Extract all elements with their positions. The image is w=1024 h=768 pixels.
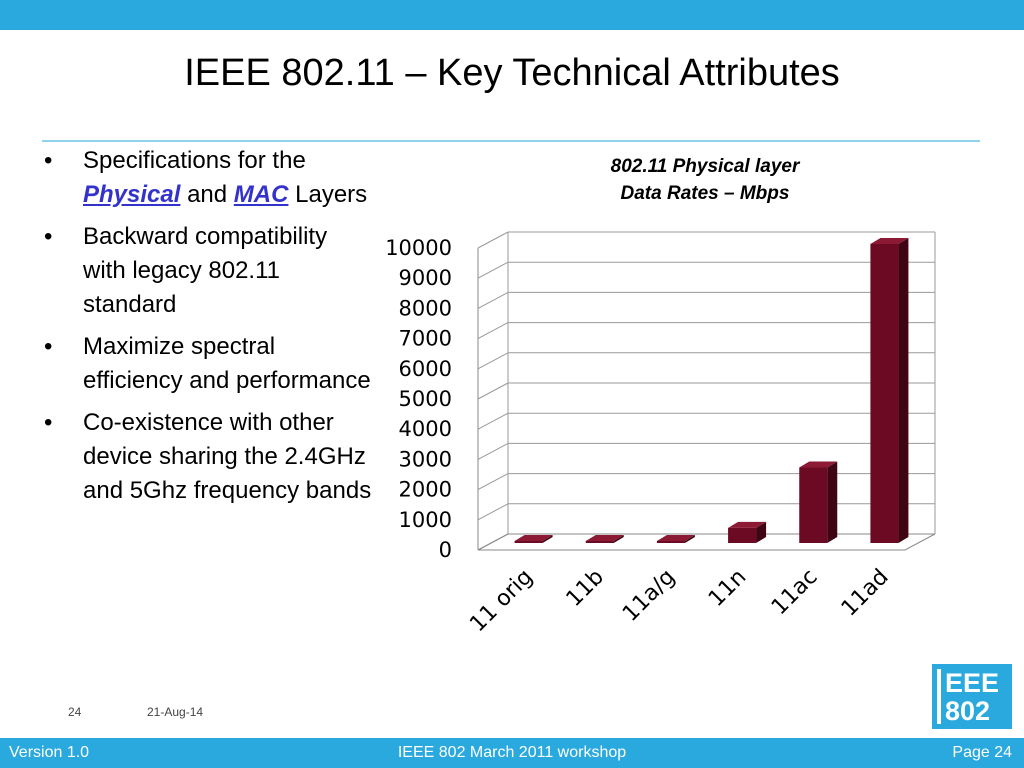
x-tick-label: 11ad <box>837 565 894 622</box>
gridline-side <box>477 503 509 521</box>
chart-title-line1: 802.11 Physical layer <box>610 156 800 177</box>
gridline-side <box>477 322 509 340</box>
mac-link[interactable]: MAC <box>233 181 289 208</box>
bullet-item: • Co-existence with other device sharing… <box>44 406 374 508</box>
bar-top <box>728 521 767 528</box>
x-tick-label: 11n <box>704 565 751 612</box>
footer-version: Version 1.0 <box>9 744 90 761</box>
y-tick-label: 3000 <box>399 447 452 471</box>
bullet-marker: • <box>44 147 53 174</box>
footer-page-label: Page 24 <box>952 744 1012 761</box>
gridline-side <box>477 382 509 400</box>
bullet-text: Layers <box>288 181 368 208</box>
y-tick-label: 0 <box>439 538 452 562</box>
y-tick-label: 6000 <box>399 357 452 381</box>
bullet-text: Maximize spectral efficiency and perform… <box>83 333 371 394</box>
y-tick-label: 8000 <box>399 296 452 320</box>
bar <box>799 467 828 543</box>
bar <box>585 541 614 543</box>
bar-top <box>585 535 624 541</box>
y-tick-label: 10000 <box>385 236 452 260</box>
bullet-text: Backward compatibility with legacy 802.1… <box>83 223 328 318</box>
bottom-bar: Version 1.0 IEEE 802 March 2011 workshop… <box>0 738 1024 768</box>
bullet-list: • Specifications for the Physical and MA… <box>44 144 374 516</box>
slide-title: IEEE 802.11 – Key Technical Attributes <box>184 52 840 94</box>
ieee-802-logo: EEE 802 <box>932 664 1012 729</box>
bar-side <box>827 461 838 543</box>
chart-title-line2: Data Rates – Mbps <box>620 183 790 204</box>
chart-title: 802.11 Physical layer Data Rates – Mbps <box>560 153 850 207</box>
gridline-side <box>477 231 509 249</box>
bar <box>656 541 685 543</box>
bar-top <box>656 535 695 541</box>
bar-top <box>799 461 838 468</box>
y-tick-label: 4000 <box>399 417 452 441</box>
x-tick-label: 11b <box>562 565 609 612</box>
gridline-side <box>477 412 509 430</box>
bar-side <box>684 535 695 543</box>
chart-floor <box>477 533 936 551</box>
bullet-text: Specifications for the <box>83 147 306 174</box>
bullet-text: Co-existence with other device sharing t… <box>83 409 372 504</box>
bullet-marker: • <box>44 333 53 360</box>
bullet-item: • Backward compatibility with legacy 802… <box>44 220 374 322</box>
bar <box>514 541 543 543</box>
y-tick-label: 5000 <box>399 387 452 411</box>
physical-link[interactable]: Physical <box>83 181 181 208</box>
y-tick-label: 9000 <box>399 266 452 290</box>
bullet-text: and <box>180 181 234 208</box>
gridline-side <box>477 442 509 460</box>
bar-top <box>870 238 909 244</box>
footer-date: 21-Aug-14 <box>147 705 204 719</box>
logo-bar <box>937 669 941 724</box>
y-tick-label: 2000 <box>399 478 452 502</box>
y-tick-label: 1000 <box>399 508 452 532</box>
gridline-side <box>477 261 509 279</box>
footer-page-number: 24 <box>68 705 82 719</box>
bullet-marker: • <box>44 223 53 250</box>
x-tick-label: 11 orig <box>465 565 538 638</box>
bar-side <box>898 238 909 543</box>
bar-side <box>756 521 767 543</box>
bar <box>728 527 757 543</box>
bar-side <box>542 535 553 543</box>
bar <box>870 244 899 543</box>
bar-side <box>613 535 624 543</box>
bar-top <box>514 535 553 541</box>
bullet-item: • Maximize spectral efficiency and perfo… <box>44 330 374 398</box>
title-divider <box>42 140 980 142</box>
gridline-side <box>477 291 509 309</box>
gridline-side <box>477 473 509 491</box>
top-accent-bar <box>0 0 1024 30</box>
logo-line2: 802 <box>945 696 991 726</box>
gridline-side <box>477 352 509 370</box>
logo-line1: EEE <box>945 668 1000 698</box>
bullet-item: • Specifications for the Physical and MA… <box>44 144 374 212</box>
x-tick-label: 11ac <box>767 565 823 621</box>
footer-event: IEEE 802 March 2011 workshop <box>397 744 627 761</box>
bullet-marker: • <box>44 409 53 436</box>
y-tick-label: 7000 <box>399 327 452 351</box>
x-tick-label: 11a/g <box>618 565 680 627</box>
